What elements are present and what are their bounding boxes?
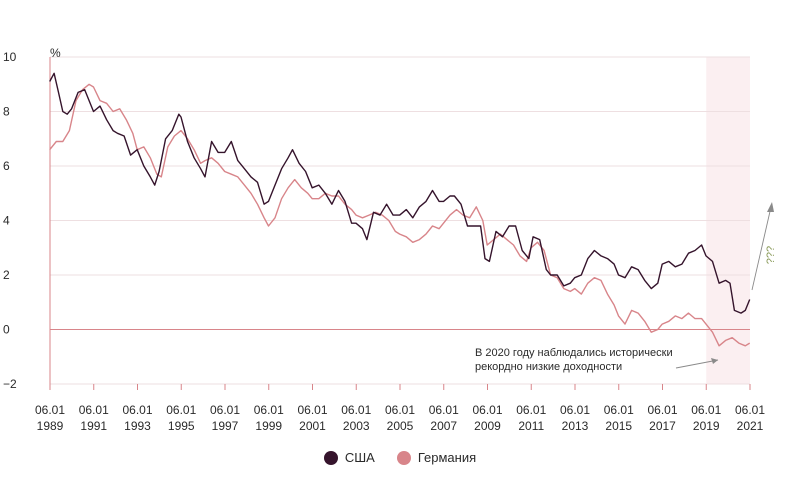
x-tick-year: 2015 [605,419,632,433]
x-tick-year: 2001 [299,419,326,433]
x-tick-day: 06.01 [341,403,371,417]
legend-label-usa: США [344,450,375,465]
x-tick-year: 2011 [518,419,544,433]
x-tick-day: 06.01 [79,403,109,417]
y-tick-label: 6 [3,159,10,173]
x-tick-day: 06.01 [429,403,459,417]
x-tick-year: 1993 [124,419,151,433]
x-tick-year: 1999 [255,419,282,433]
y-tick-label: 2 [3,268,10,282]
x-tick-year: 2003 [343,419,370,433]
annotation-arrow-line [675,359,719,369]
x-tick-year: 2007 [430,419,457,433]
y-tick-label: 8 [3,105,10,119]
annotation-question: ??? [765,246,777,264]
x-axis: 06.01 1989 06.01 1991 06.01 1993 06.01 1995 06.0… [35,57,765,433]
legend-swatch-usa [323,450,338,465]
x-tick-day: 06.01 [254,403,284,417]
forecast-arrow-line [751,206,772,291]
annotation-record-low-line: В 2020 году наблюдались исторически [475,347,673,359]
x-tick-day: 06.01 [35,403,65,417]
x-tick-year: 1989 [37,419,64,433]
legend: США Германия [0,450,800,465]
x-tick-year: 1997 [212,419,239,433]
x-tick-year: 2021 [737,419,764,433]
x-tick-year: 1995 [168,419,195,433]
x-tick-day: 06.01 [122,403,152,417]
series-usa-line [49,72,751,314]
annotation-arrow-head [711,358,718,364]
x-tick-day: 06.01 [735,403,765,417]
series-lines [49,72,751,347]
x-tick-day: 06.01 [560,403,590,417]
y-tick-label: 10 [3,50,17,64]
legend-item-usa: США [323,450,375,465]
forecast-arrow-head [767,202,774,212]
y-tick-label: −2 [3,377,17,391]
x-tick-day: 06.01 [297,403,327,417]
x-tick-day: 06.01 [516,403,546,417]
x-tick-day: 06.01 [166,403,196,417]
x-tick-day: 06.01 [385,403,415,417]
x-tick-day: 06.01 [210,403,240,417]
x-tick-day: 06.01 [472,403,502,417]
legend-swatch-germany [396,450,411,465]
chart-annotations: В 2020 году наблюдались исторически рекор… [475,202,777,373]
x-tick-year: 2009 [474,419,501,433]
y-axis-ticks: 10 8 6 4 2 0 −2 [3,50,17,391]
y-tick-label: 0 [3,323,10,337]
series-germany-line [49,83,751,347]
x-tick-year: 2005 [387,419,414,433]
x-tick-day: 06.01 [691,403,721,417]
x-tick-day: 06.01 [647,403,677,417]
x-tick-year: 2019 [693,419,720,433]
x-tick-year: 1991 [80,419,107,433]
legend-label-germany: Германия [417,450,477,465]
y-axis-unit: % [50,46,61,60]
x-tick-year: 2017 [649,419,676,433]
x-tick-year: 2013 [562,419,589,433]
x-tick-day: 06.01 [604,403,634,417]
y-tick-label: 4 [3,214,10,228]
legend-item-germany: Германия [396,450,477,465]
annotation-record-low-line: рекордно низкие доходности [475,361,622,373]
grid-lines [50,56,750,385]
